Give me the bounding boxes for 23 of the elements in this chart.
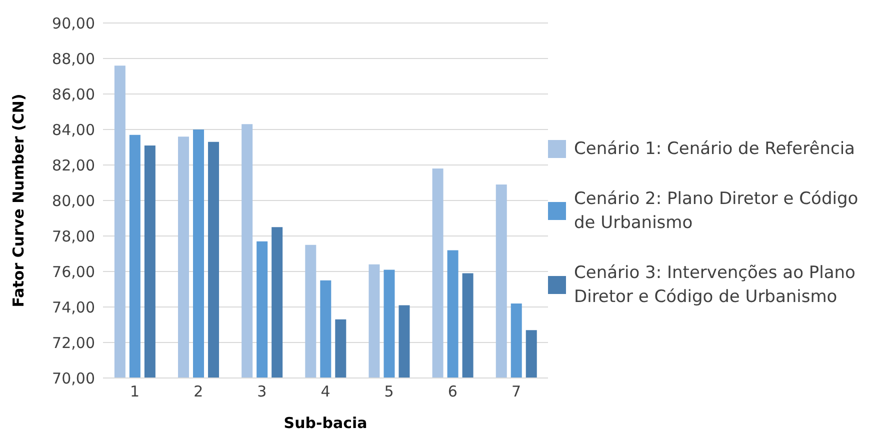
x-tick-label: 7 <box>511 382 521 401</box>
x-tick-label: 3 <box>257 382 267 401</box>
y-tick-label: 72,00 <box>52 334 95 352</box>
y-tick-label: 80,00 <box>52 192 95 210</box>
y-tick-label: 88,00 <box>52 50 95 68</box>
legend-label: Cenário 2: Plano Diretor e Código de Urbanismo <box>574 188 860 235</box>
y-tick-label: 78,00 <box>52 227 95 246</box>
y-tick-label: 82,00 <box>52 156 95 174</box>
y-tick-label: 90,00 <box>52 14 95 32</box>
x-tick-label: 2 <box>194 382 204 401</box>
y-tick-label: 86,00 <box>52 85 95 104</box>
y-tick-label: 76,00 <box>52 262 95 281</box>
x-axis-title: Sub-bacia <box>284 414 368 432</box>
y-tick-label: 70,00 <box>52 369 95 388</box>
x-tick-label: 4 <box>320 382 330 401</box>
y-axis-title: Fator Curve Number (CN) <box>9 94 28 308</box>
y-tick-label: 84,00 <box>52 120 95 139</box>
legend-label: Cenário 1: Cenário de Referência <box>574 138 855 161</box>
y-tick-label: 74,00 <box>52 298 95 316</box>
x-tick-label: 1 <box>130 382 140 401</box>
x-tick-label: 6 <box>448 382 458 401</box>
legend-label: Cenário 3: Intervenções ao Plano Diretor e Código de Urbanismo <box>574 262 856 309</box>
x-tick-label: 5 <box>384 382 394 401</box>
